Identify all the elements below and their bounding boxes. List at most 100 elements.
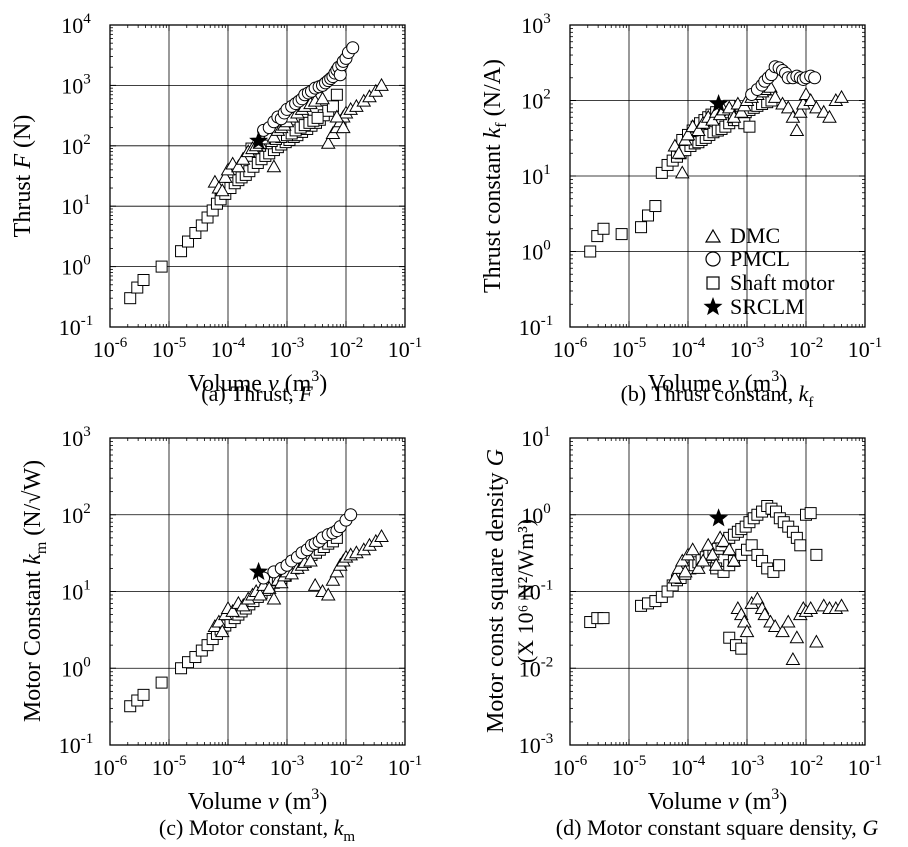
y-tick-label: 104 — [61, 11, 91, 38]
x-tick-label: 10-6 — [553, 335, 588, 362]
data-point-shaft-motor — [326, 100, 339, 113]
x-tick-label: 10-4 — [671, 335, 706, 362]
x-tick-label: 10-2 — [329, 753, 364, 780]
data-point-dmc — [789, 123, 805, 137]
y-tick-label: 103 — [521, 11, 551, 38]
data-point-dmc — [335, 120, 351, 134]
square-marker-icon — [706, 276, 720, 290]
x-tick-label: 10-2 — [789, 753, 824, 780]
x-tick-label: 10-3 — [270, 335, 305, 362]
data-point-srclm — [709, 508, 729, 527]
x-tick-label: 10-3 — [730, 335, 765, 362]
x-tick-label: 10-6 — [93, 335, 128, 362]
x-tick-label: 10-3 — [270, 753, 305, 780]
data-point-pmcl — [344, 508, 358, 522]
data-point-dmc — [739, 624, 755, 638]
y-tick-label: 10-2 — [519, 654, 554, 681]
legend-entry-srclm: SRCLM — [703, 294, 805, 319]
data-point-shaft-motor — [182, 235, 195, 248]
data-point-dmc — [809, 634, 824, 648]
y-tick-label: 102 — [61, 132, 91, 159]
data-point-shaft-motor — [155, 676, 168, 689]
y-tick-label: 100 — [61, 654, 91, 681]
y-tick-label: 10-1 — [59, 731, 94, 758]
y-tick-label: 102 — [521, 87, 551, 114]
data-point-shaft-motor — [155, 260, 168, 273]
data-point-shaft-motor — [804, 507, 817, 520]
data-point-dmc — [785, 651, 801, 666]
data-point-shaft-motor — [642, 209, 655, 222]
x-axis-label: Volume v (m3) — [188, 368, 328, 397]
y-axis-label: Thrust constant kf (N/A) — [480, 59, 510, 293]
data-point-dmc — [750, 591, 765, 605]
data-point-shaft-motor — [735, 642, 748, 655]
data-point-dmc — [273, 575, 289, 589]
x-tick-label: 10-1 — [388, 335, 423, 362]
x-tick-label: 10-1 — [848, 335, 883, 362]
x-tick-label: 10-3 — [730, 753, 765, 780]
data-point-dmc — [792, 104, 808, 118]
y-axis-label-units: (X 10⁶ N²/Wm³) — [513, 519, 538, 663]
data-point-dmc — [726, 553, 742, 567]
panel-caption: (b) Thrust constant, kf — [621, 381, 814, 411]
data-point-shaft-motor — [591, 230, 604, 243]
data-point-dmc — [834, 598, 849, 612]
panel-caption: (a) Thrust, F — [201, 381, 313, 406]
data-point-dmc — [231, 159, 246, 173]
data-point-dmc — [325, 572, 341, 586]
data-point-shaft-motor — [175, 245, 188, 258]
data-point-dmc — [235, 598, 251, 612]
data-point-shaft-motor — [175, 662, 188, 675]
data-point-dmc — [685, 542, 701, 556]
data-point-shaft-motor — [597, 222, 610, 235]
data-point-srclm — [709, 94, 729, 112]
x-tick-label: 10-5 — [612, 753, 647, 780]
y-tick-label: 101 — [61, 192, 91, 219]
y-tick-label: 100 — [61, 253, 91, 280]
data-point-shaft-motor — [723, 631, 736, 644]
panel-thrust: 10-6 10-5 10-4 10-3 10-2 10-1 10-1 100 101 102 103… — [10, 11, 422, 406]
x-axis-label: Volume v (m3) — [648, 786, 788, 815]
data-point-dmc — [266, 591, 282, 605]
data-point-dmc — [803, 601, 819, 615]
x-tick-label: 10-4 — [211, 335, 246, 362]
data-point-shaft-motor — [810, 548, 823, 561]
data-point-dmc — [803, 92, 819, 106]
panel-thrust-constant: 10-6 10-5 10-4 10-3 10-2 10-1 10-1 100 101 102 103… — [480, 11, 882, 411]
data-point-dmc — [266, 159, 282, 173]
data-point-dmc — [320, 135, 336, 149]
x-tick-label: 10-5 — [612, 335, 647, 362]
data-point-shaft-motor — [137, 273, 150, 286]
data-point-pmcl — [808, 71, 822, 85]
data-point-dmc — [780, 100, 796, 114]
data-point-shaft-motor — [330, 88, 343, 101]
panel-caption: (d) Motor constant square density, G — [556, 815, 879, 840]
x-tick-label: 10-4 — [211, 753, 246, 780]
data-point-dmc — [691, 123, 706, 137]
data-point-dmc — [767, 89, 783, 103]
data-point-dmc — [757, 607, 773, 621]
data-point-dmc — [700, 537, 716, 551]
data-point-shaft-motor — [773, 559, 786, 572]
triangle-marker-icon — [704, 228, 722, 243]
data-point-dmc — [329, 109, 345, 123]
x-tick-label: 10-6 — [553, 753, 588, 780]
x-axis-label: Volume v (m3) — [648, 368, 788, 397]
data-point-dmc — [211, 614, 227, 628]
data-point-dmc — [775, 624, 790, 638]
data-point-shaft-motor — [597, 612, 610, 625]
data-point-dmc — [809, 100, 824, 114]
legend-entry-pmcl: PMCL — [705, 246, 790, 271]
legend-label: PMCL — [730, 246, 790, 271]
data-point-dmc — [320, 587, 336, 601]
data-point-dmc — [252, 587, 268, 601]
data-point-dmc — [822, 109, 837, 123]
data-point-shaft-motor — [124, 292, 137, 305]
panel-motor-constant-square-density: 10-6 10-5 10-4 10-3 10-2 10-110-310-210-11001… — [483, 424, 882, 840]
data-point-dmc — [329, 564, 345, 578]
legend-label: Shaft motor — [730, 270, 835, 295]
x-tick-label: 10-4 — [671, 753, 706, 780]
circle-marker-icon — [705, 251, 721, 267]
legend-entry-dmc: DMC — [704, 223, 780, 248]
